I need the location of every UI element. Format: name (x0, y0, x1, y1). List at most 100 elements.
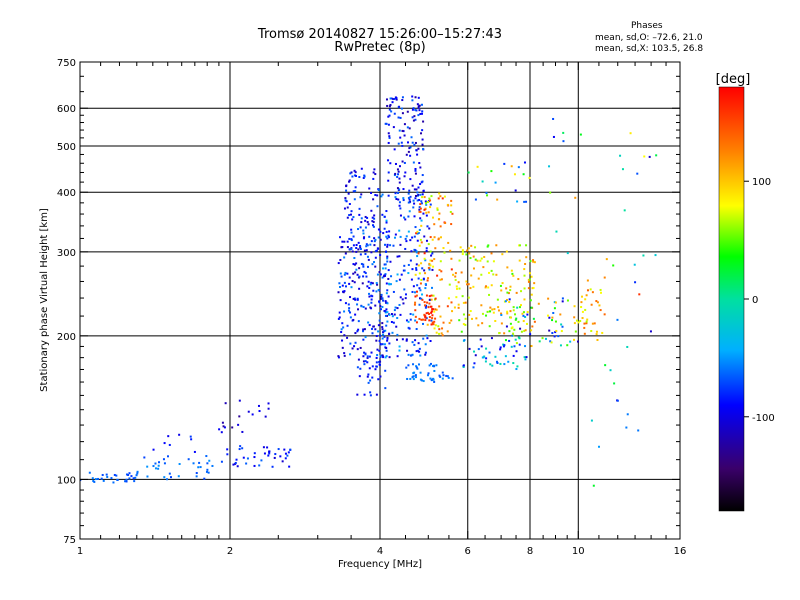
data-point (530, 345, 533, 348)
x-tick-label: 4 (377, 546, 383, 557)
data-point (414, 319, 417, 322)
data-point (424, 306, 427, 309)
data-point (430, 319, 433, 322)
data-point (378, 319, 381, 322)
data-point (438, 332, 441, 335)
data-point (135, 474, 138, 477)
data-point (417, 96, 420, 99)
data-point (438, 212, 441, 215)
data-point (601, 331, 604, 334)
data-point (198, 461, 201, 464)
data-point (500, 314, 503, 317)
data-point (385, 324, 388, 327)
y-tick-label: 600 (57, 104, 76, 115)
data-point (429, 264, 432, 267)
data-point (347, 303, 350, 306)
data-point (509, 310, 512, 313)
data-point (417, 252, 420, 255)
data-point (604, 364, 607, 367)
data-point (206, 462, 209, 465)
data-point (529, 260, 532, 263)
stats-title: Phases (631, 21, 663, 31)
data-point (413, 303, 416, 306)
data-point (241, 447, 244, 450)
data-point (409, 313, 412, 316)
data-point (434, 247, 437, 250)
data-point (460, 271, 463, 274)
data-point (380, 293, 383, 296)
data-point (376, 273, 379, 276)
data-point (372, 220, 375, 223)
data-point (395, 96, 398, 99)
data-point (366, 361, 369, 364)
colorbar-tick-label: 0 (752, 295, 758, 306)
data-point (395, 325, 398, 328)
data-point (154, 462, 157, 465)
data-point (473, 362, 476, 365)
data-point (351, 175, 354, 178)
data-point (373, 237, 376, 240)
data-point (409, 178, 412, 181)
data-point (416, 232, 419, 235)
data-point (223, 426, 226, 429)
data-point (423, 269, 426, 272)
data-point (366, 356, 369, 359)
data-point (207, 471, 210, 474)
data-point (396, 168, 399, 171)
data-point (358, 176, 361, 179)
data-point (231, 426, 234, 429)
data-point (340, 331, 343, 334)
data-point (371, 216, 374, 219)
data-point (450, 319, 453, 322)
data-point (374, 250, 377, 253)
data-point (514, 313, 517, 316)
data-point (512, 354, 515, 357)
data-point (525, 356, 528, 359)
data-point (105, 473, 108, 476)
data-point (369, 391, 372, 394)
data-point (483, 255, 486, 258)
data-point (427, 311, 430, 314)
data-point (589, 288, 592, 291)
x-tick-label: 16 (674, 546, 687, 557)
data-point (260, 459, 263, 462)
data-point (403, 288, 406, 291)
data-point (359, 248, 362, 251)
data-point (533, 261, 536, 264)
data-point (509, 289, 512, 292)
data-point (573, 338, 576, 341)
data-point (358, 375, 361, 378)
data-point (495, 244, 498, 247)
data-point (446, 203, 449, 206)
data-point (443, 195, 446, 198)
data-point (421, 112, 424, 115)
data-point (415, 321, 418, 324)
data-point (350, 210, 353, 213)
data-point (426, 374, 429, 377)
data-point (418, 317, 421, 320)
data-point (425, 211, 428, 214)
data-point (385, 355, 388, 358)
data-point (437, 325, 440, 328)
data-point (387, 141, 390, 144)
data-point (226, 448, 229, 451)
data-point (401, 160, 404, 163)
data-point (389, 244, 392, 247)
data-point (432, 294, 435, 297)
data-point (481, 322, 484, 325)
data-point (499, 362, 502, 365)
data-point (398, 345, 401, 348)
data-point (461, 295, 464, 298)
data-point (363, 393, 366, 396)
data-point (429, 199, 432, 202)
data-point (472, 267, 475, 270)
data-point (357, 241, 360, 244)
data-point (551, 316, 554, 319)
data-point (266, 446, 269, 449)
x-tick-label: 2 (227, 546, 233, 557)
data-point (125, 478, 128, 481)
data-point (425, 203, 428, 206)
data-point (411, 141, 414, 144)
data-point (511, 272, 514, 275)
data-point (438, 374, 441, 377)
